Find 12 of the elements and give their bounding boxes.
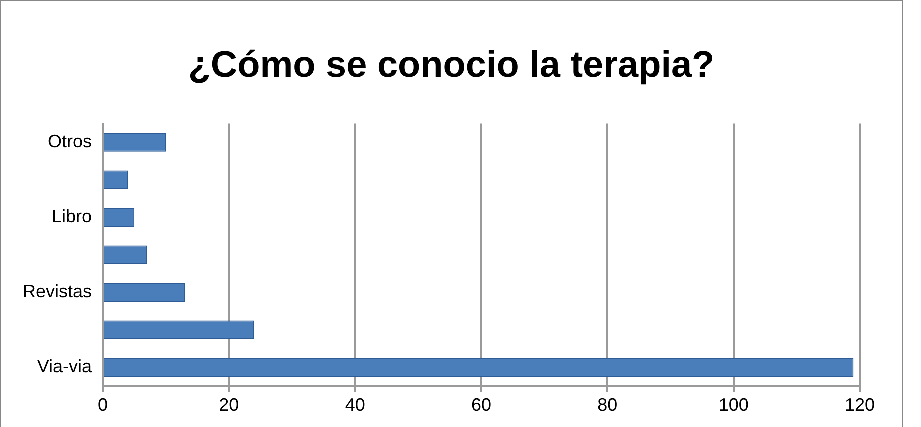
x-tick-label: 80 xyxy=(598,395,618,416)
x-tick-label: 100 xyxy=(718,395,749,416)
x-tick-label: 60 xyxy=(471,395,492,416)
x-tick-label: 0 xyxy=(98,395,108,416)
y-tick-label: Via-via xyxy=(37,356,93,377)
x-tick-label: 120 xyxy=(844,395,876,416)
chart-title: ¿Cómo se conocio la terapia? xyxy=(187,44,716,86)
y-tick-label: Otros xyxy=(48,132,92,152)
x-tick-label: 20 xyxy=(219,395,240,416)
y-tick-label: Revistas xyxy=(22,282,92,302)
x-tick-label: 40 xyxy=(345,395,366,416)
y-tick-label: Libro xyxy=(52,206,92,227)
